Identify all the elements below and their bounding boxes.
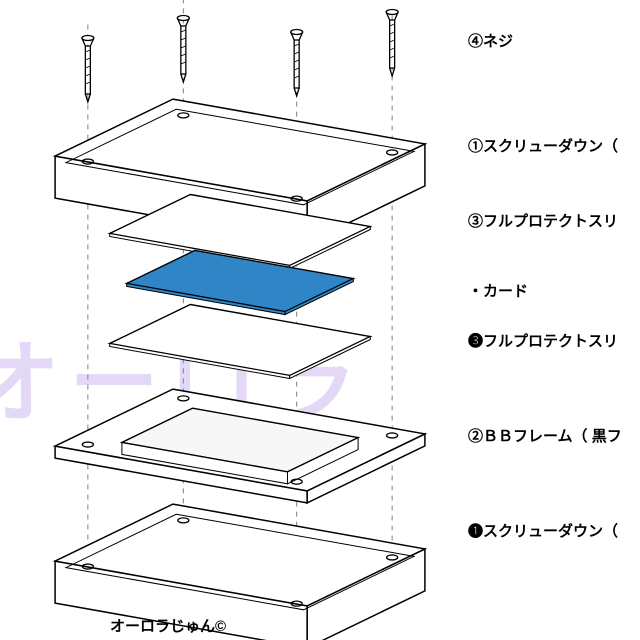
part-label-4: ❸フルプロテクトスリ <box>468 330 618 351</box>
part-label-0: ④ネジ <box>468 30 513 51</box>
part-label-5: ②ＢＢフレーム（ 黒フ <box>468 425 622 446</box>
part-label-1: ①スクリューダウン（ <box>468 135 618 156</box>
exploded-diagram <box>0 0 640 640</box>
card <box>127 250 354 311</box>
part-label-6: ❶スクリューダウン（ <box>468 520 618 541</box>
sleeve-lower <box>110 305 371 376</box>
credit-line: オーロラじゅん© <box>110 615 226 636</box>
part-label-3: ・カード <box>468 280 528 301</box>
part-label-2: ③フルプロテクトスリ <box>468 210 618 231</box>
